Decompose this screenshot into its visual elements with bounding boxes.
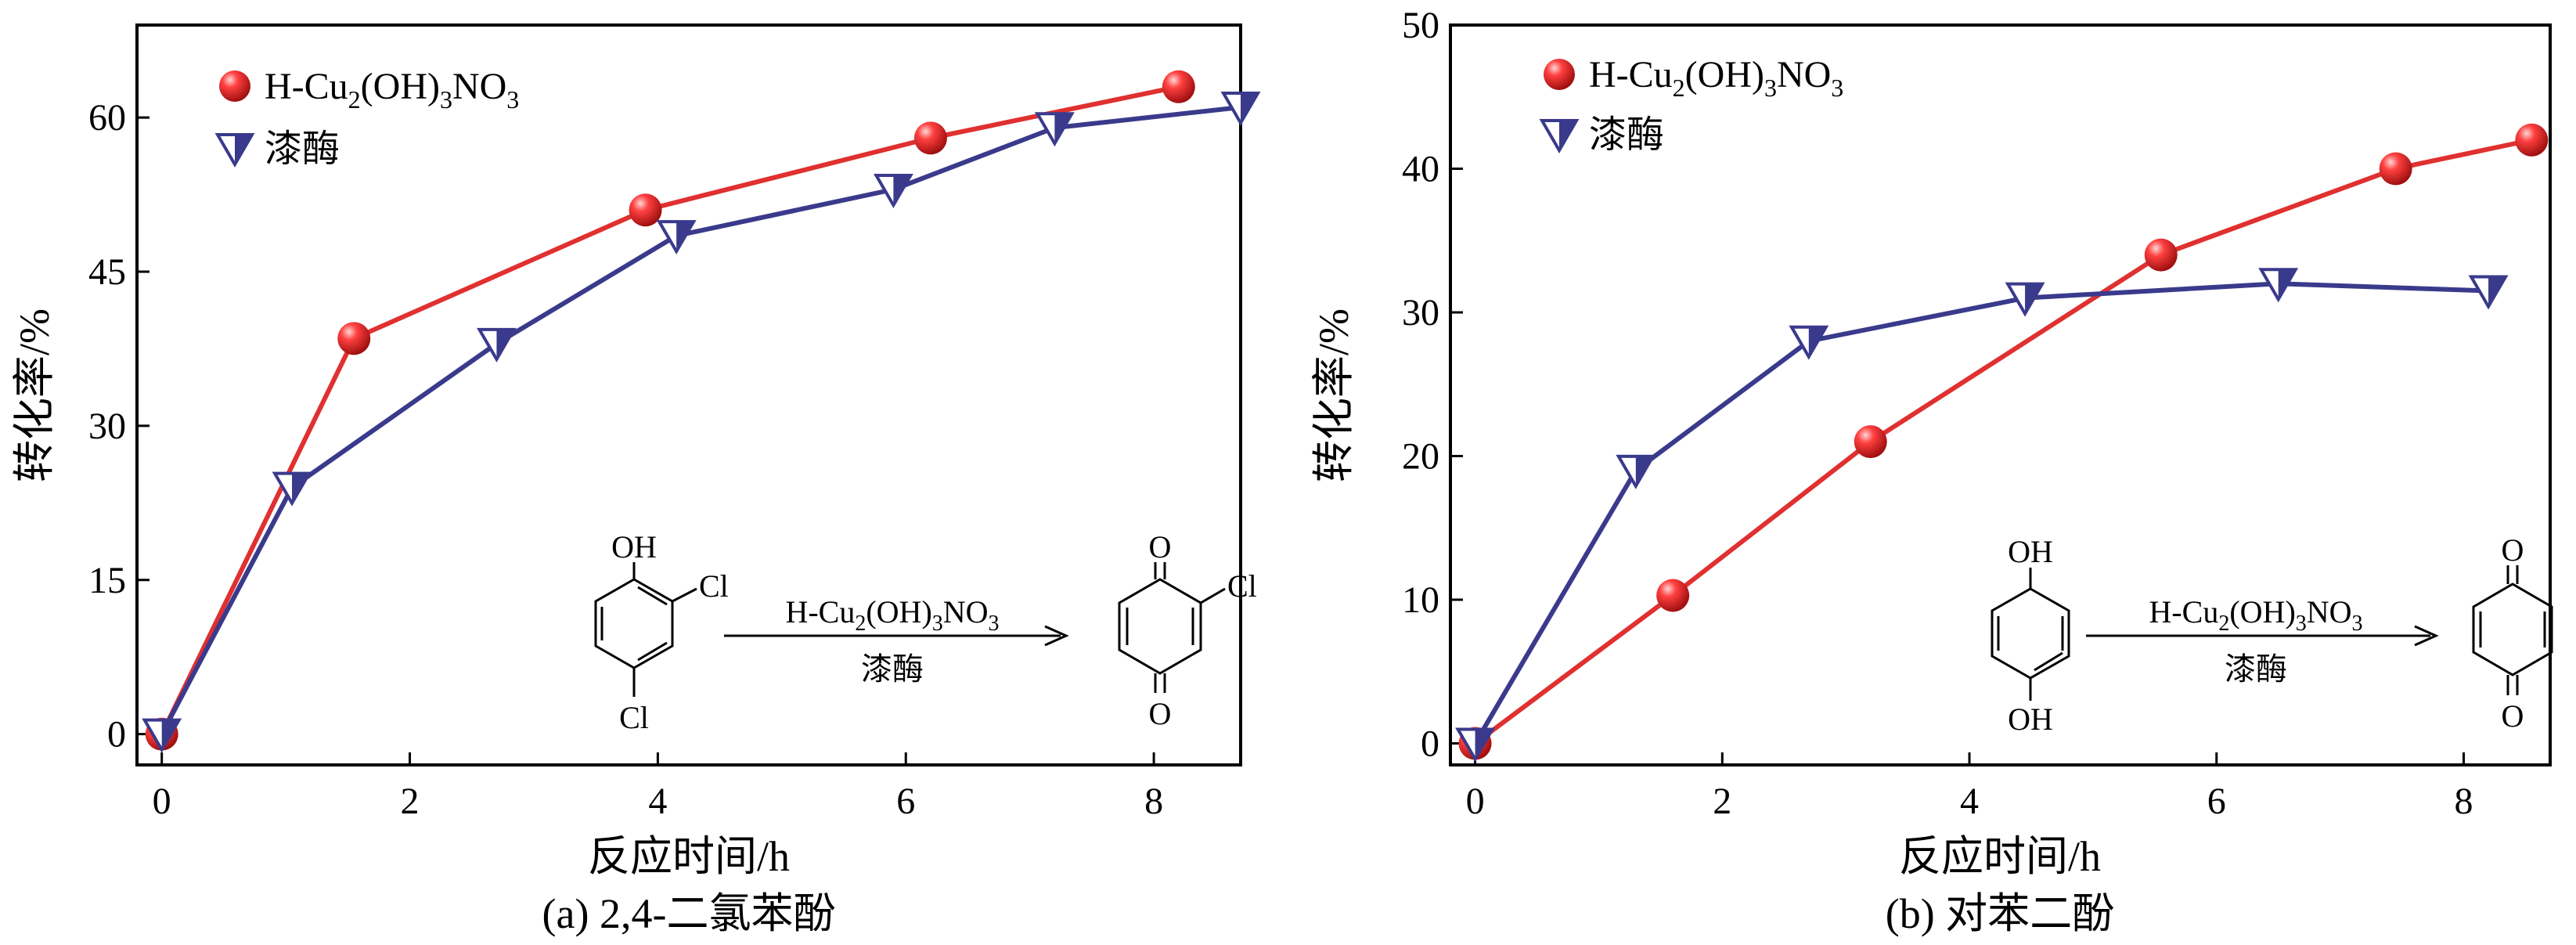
chart-caption: (b) 对苯二酚 [1886,890,2114,937]
data-point-catalyst [913,121,947,155]
legend-label-catalyst: H-Cu2(OH)3NO3 [265,66,519,114]
legend-label-catalyst: H-Cu2(OH)3NO3 [1589,54,1843,102]
x-tick-label: 8 [2454,781,2473,822]
data-point-catalyst [629,193,662,227]
product-substituent-right: Cl [1227,568,1257,604]
data-point-catalyst [337,322,371,355]
y-tick-label: 10 [1402,579,1439,621]
reactant-substituent-bottom: Cl [619,700,649,735]
reactant-substituent-right: Cl [699,568,729,604]
y-axis-title: 转化率/% [11,308,58,482]
series-layer [142,70,1261,753]
y-tick-label: 30 [88,406,126,447]
y-tick-label: 15 [88,560,126,601]
x-axis-title: 反应时间/h [588,833,790,880]
legend: H-Cu2(OH)3NO3 漆酶 [1539,54,1843,156]
data-point-catalyst [2379,152,2412,186]
data-point-catalyst [1854,425,1887,459]
reactant-benzene-ring [1991,587,2070,680]
plot-frame [135,23,1242,766]
data-point-laccase [272,471,312,507]
axis-ticks: 0 2 4 6 8 0 15 30 45 60 [88,97,1163,822]
arrow-label-catalyst: H-Cu2(OH)3NO3 [2149,594,2362,636]
data-point-laccase [1034,112,1075,147]
product-substituent-bottom: O [1149,696,1172,731]
data-point-laccase [1789,325,1829,360]
plot-frame [1449,23,2552,766]
legend-label-laccase: 漆酶 [265,128,340,170]
y-tick-label: 45 [88,251,126,293]
chart-panel-b: 0 2 4 6 8 0 10 20 30 40 50 反应时间/h 转化率/% (b) 对苯二酚 H… [1292,0,2576,945]
data-point-laccase [476,327,517,362]
reactant-substituent-top: OH [611,529,657,564]
legend-marker-sphere [1544,59,1575,90]
legend: H-Cu2(OH)3NO3 漆酶 [214,66,519,170]
x-tick-label: 6 [2207,781,2226,822]
reactant-substituent-top: OH [2008,534,2053,569]
product-quinone-ring [2472,583,2553,676]
product-quinone-ring [1118,578,1202,675]
series-line-catalyst [1473,137,2532,745]
data-point-laccase [656,220,697,255]
data-point-laccase [2005,282,2045,317]
arrow-label-catalyst: H-Cu2(OH)3NO3 [785,594,999,636]
product-substituent-bottom: O [2502,698,2524,734]
data-point-laccase [142,718,182,753]
x-tick-label: 0 [1466,781,1485,822]
data-point-laccase [1455,727,1496,763]
arrow-label-laccase: 漆酶 [2225,651,2287,687]
x-tick-label: 2 [1713,781,1731,822]
chart-panel-a: 0 2 4 6 8 0 15 30 45 60 反应时间/h 转化率/% (a) 2,4-二氯苯酚… [0,0,1284,945]
y-tick-label: 20 [1402,435,1439,477]
x-tick-label: 6 [896,781,915,822]
y-tick-label: 60 [88,97,126,139]
data-point-laccase [1616,454,1656,489]
x-tick-label: 4 [1960,781,1979,822]
x-tick-label: 0 [153,781,171,822]
reaction-scheme [594,562,1226,697]
y-tick-label: 30 [1402,292,1439,334]
product-substituent-top: O [2502,532,2524,568]
series-line-laccase [160,105,1241,736]
axis-ticks: 0 2 4 6 8 0 10 20 30 40 50 [1402,5,2473,822]
legend-label-laccase: 漆酶 [1589,114,1664,156]
x-tick-label: 2 [401,781,420,822]
legend-marker-sphere [219,70,250,102]
y-tick-label: 40 [1402,148,1439,189]
data-point-catalyst [1656,579,1690,612]
product-substituent-top: O [1149,529,1172,564]
series-line-catalyst [159,84,1180,735]
legend-marker-triangle [214,133,255,168]
y-axis-title: 转化率/% [1310,308,1357,482]
chart-a: 0 2 4 6 8 0 15 30 45 60 反应时间/h 转化率/% (a) 2,4-二氯苯酚… [11,23,1261,937]
y-tick-label: 50 [1402,5,1439,46]
data-point-catalyst [2515,123,2549,157]
chart-caption: (a) 2,4-二氯苯酚 [542,890,836,937]
series-line-laccase [1472,281,2489,745]
y-tick-label: 0 [107,714,126,756]
y-tick-label: 0 [1421,723,1439,764]
data-point-laccase [1220,92,1261,126]
x-axis-title: 反应时间/h [1899,833,2101,880]
data-point-catalyst [1162,70,1195,103]
legend-marker-triangle [1539,119,1580,153]
data-point-laccase [873,174,913,208]
reactant-substituent-bottom: OH [2008,702,2053,737]
data-point-laccase [2258,268,2299,303]
x-tick-label: 4 [648,781,667,822]
arrow-label-laccase: 漆酶 [861,651,924,687]
data-point-laccase [2468,275,2509,310]
chart-b: 0 2 4 6 8 0 10 20 30 40 50 反应时间/h 转化率/% (b) 对苯二酚 H… [1310,5,2553,937]
reaction-scheme [1991,565,2553,701]
series-layer [1455,123,2549,763]
reactant-benzene-ring [594,578,674,669]
x-tick-label: 8 [1144,781,1163,822]
data-point-catalyst [2144,238,2178,272]
